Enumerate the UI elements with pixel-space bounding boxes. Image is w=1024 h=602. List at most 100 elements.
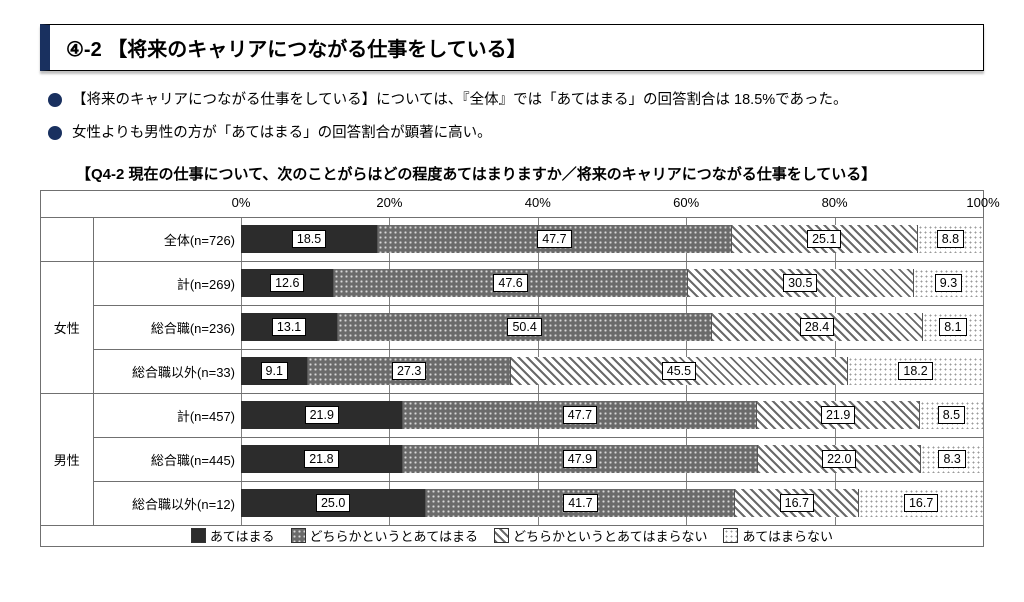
chart-title: 【Q4-2 現在の仕事について、次のことがらはどの程度あてはまりますか／将来のキ… — [76, 163, 984, 184]
segment-value: 13.1 — [272, 318, 306, 336]
legend-item: どちらかというとあてはまる — [291, 526, 478, 545]
section-title: ④-2 【将来のキャリアにつながる仕事をしている】 — [40, 24, 984, 71]
chart-row: 総合職(n=236)13.150.428.48.1 — [41, 305, 983, 349]
stacked-bar: 21.8 47.9 22.0 8.3 — [241, 445, 983, 473]
bar-segment: 9.3 — [914, 269, 983, 297]
stacked-bar: 21.9 47.7 21.9 8.5 — [241, 401, 983, 429]
bar-cell: 12.6 47.6 30.5 9.3 — [241, 261, 983, 305]
stacked-bar-chart: 0%20%40%60%80%100% 全体(n=726)18.547.725.1… — [40, 190, 984, 547]
bar-segment: 47.7 — [403, 401, 757, 429]
bar-segment: 8.5 — [920, 401, 983, 429]
bar-segment: 13.1 — [241, 313, 338, 341]
segment-value: 18.2 — [898, 362, 932, 380]
legend-swatch-icon — [291, 528, 306, 543]
segment-value: 8.3 — [938, 450, 965, 468]
segment-value: 41.7 — [563, 494, 597, 512]
segment-value: 21.9 — [305, 406, 339, 424]
segment-value: 18.5 — [292, 230, 326, 248]
bar-segment: 8.1 — [923, 313, 983, 341]
bar-segment: 8.3 — [921, 445, 983, 473]
bar-segment: 25.0 — [241, 489, 426, 517]
bar-segment: 25.1 — [732, 225, 918, 253]
bar-cell: 13.150.428.48.1 — [241, 305, 983, 349]
segment-value: 8.5 — [938, 406, 965, 424]
row-label: 計(n=269) — [93, 261, 241, 305]
legend-label: あてはまらない — [742, 526, 832, 545]
bar-segment: 28.4 — [712, 313, 923, 341]
legend-label: あてはまる — [210, 526, 274, 545]
row-label: 総合職(n=236) — [93, 305, 241, 349]
section-number: ④-2 — [66, 39, 102, 61]
segment-value: 30.5 — [783, 274, 817, 292]
segment-value: 25.1 — [807, 230, 841, 248]
section-title-text: 【将来のキャリアにつながる仕事をしている】 — [107, 39, 526, 61]
chart-row: 総合職以外(n=12) 25.0 41.7 16.7 16.7 — [41, 481, 983, 525]
bar-segment: 9.1 — [241, 357, 308, 385]
segment-value: 8.1 — [939, 318, 966, 336]
bar-segment: 21.9 — [757, 401, 919, 429]
segment-value: 47.7 — [563, 406, 597, 424]
axis-tick-label: 40% — [525, 195, 551, 210]
bar-cell: 25.0 41.7 16.7 16.7 — [241, 481, 983, 525]
bar-segment: 18.2 — [848, 357, 983, 385]
group-label: 女性 — [41, 261, 93, 393]
group-label: 男性 — [41, 393, 93, 525]
chart-row: 男性計(n=457)21.947.721.98.5 — [41, 393, 983, 437]
segment-value: 9.1 — [261, 362, 288, 380]
segment-value: 21.8 — [304, 450, 338, 468]
segment-value: 45.5 — [662, 362, 696, 380]
bullet-item: 女性よりも男性の方が「あてはまる」の回答割合が顕著に高い。 — [48, 122, 976, 145]
chart-row: 総合職以外(n=33)9.127.345.518.2 — [41, 349, 983, 393]
legend-item: あてはまらない — [723, 526, 832, 545]
row-label: 総合職以外(n=33) — [93, 349, 241, 393]
bullet-dot-icon — [48, 126, 62, 140]
bar-segment: 12.6 — [241, 269, 334, 297]
segment-value: 9.3 — [935, 274, 962, 292]
segment-value: 8.8 — [937, 230, 964, 248]
row-label: 全体(n=726) — [93, 217, 241, 261]
legend-swatch-icon — [191, 528, 206, 543]
bar-segment: 16.7 — [859, 489, 983, 517]
bar-segment: 47.7 — [378, 225, 732, 253]
stacked-bar: 12.6 47.6 30.5 9.3 — [241, 269, 983, 297]
bar-segment: 22.0 — [758, 445, 921, 473]
segment-value: 21.9 — [821, 406, 855, 424]
bar-cell: 9.127.345.518.2 — [241, 349, 983, 393]
bar-segment: 16.7 — [735, 489, 859, 517]
x-axis: 0%20%40%60%80%100% — [41, 191, 983, 217]
segment-value: 16.7 — [904, 494, 938, 512]
axis-tick-label: 80% — [822, 195, 848, 210]
bar-cell: 21.8 47.9 22.0 8.3 — [241, 437, 983, 481]
stacked-bar: 18.5 47.7 25.1 8.8 — [241, 225, 983, 253]
stacked-bar: 9.127.345.518.2 — [241, 357, 983, 385]
legend-swatch-icon — [494, 528, 509, 543]
bullet-dot-icon — [48, 93, 62, 107]
row-label: 計(n=457) — [93, 393, 241, 437]
chart-row: 全体(n=726) 18.5 47.7 25.1 8.8 — [41, 217, 983, 261]
row-label: 総合職以外(n=12) — [93, 481, 241, 525]
legend-item: あてはまる — [191, 526, 274, 545]
bar-segment: 18.5 — [241, 225, 378, 253]
segment-value: 16.7 — [780, 494, 814, 512]
bar-segment: 21.8 — [241, 445, 403, 473]
legend-swatch-icon — [723, 528, 738, 543]
axis-tick-label: 0% — [232, 195, 251, 210]
segment-value: 25.0 — [316, 494, 350, 512]
stacked-bar: 25.0 41.7 16.7 16.7 — [241, 489, 983, 517]
row-label: 総合職(n=445) — [93, 437, 241, 481]
segment-value: 47.6 — [493, 274, 527, 292]
legend-item: どちらかというとあてはまらない — [494, 526, 707, 545]
bar-segment: 47.6 — [334, 269, 687, 297]
chart-row: 女性計(n=269)12.647.630.59.3 — [41, 261, 983, 305]
bullet-text: 女性よりも男性の方が「あてはまる」の回答割合が顕著に高い。 — [72, 122, 492, 145]
stacked-bar: 13.150.428.48.1 — [241, 313, 983, 341]
legend-label: どちらかというとあてはまらない — [513, 526, 707, 545]
bar-segment: 8.8 — [918, 225, 983, 253]
group-label — [41, 217, 93, 261]
bar-segment: 45.5 — [511, 357, 848, 385]
segment-value: 47.9 — [563, 450, 597, 468]
bar-segment: 41.7 — [426, 489, 735, 517]
segment-value: 22.0 — [822, 450, 856, 468]
bar-cell: 21.9 47.7 21.9 8.5 — [241, 393, 983, 437]
chart-row: 総合職(n=445) 21.8 47.9 22.0 8.3 — [41, 437, 983, 481]
